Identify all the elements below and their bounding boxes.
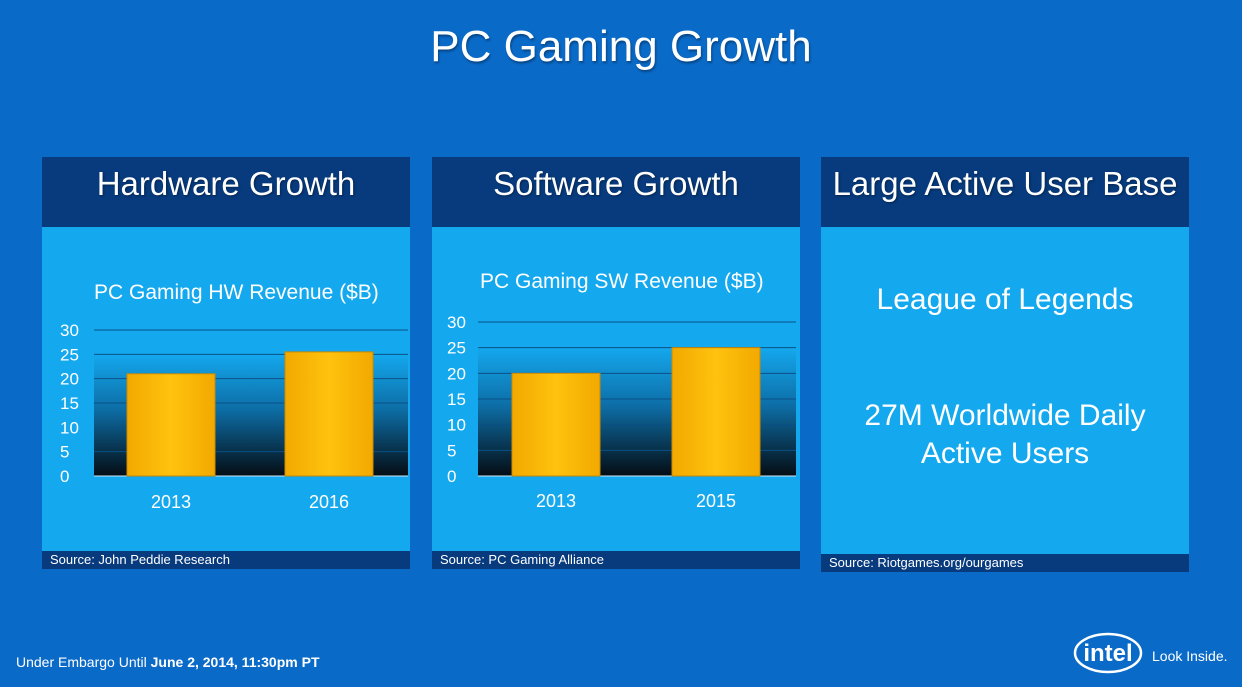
y-tick-label: 10	[447, 416, 466, 435]
y-tick-label: 30	[447, 313, 466, 332]
software-growth-panel: Software Growth 0 5 10 15 20 25 30 PC Gaming SW…	[432, 157, 800, 569]
software-revenue-chart: 0 5 10 15 20 25 30 PC Gaming SW Revenue ($B) 201…	[447, 270, 796, 511]
panel-header: Hardware Growth	[42, 157, 410, 227]
x-tick-label: 2013	[536, 491, 576, 511]
panel-source: Source: Riotgames.org/ourgames	[821, 554, 1189, 572]
y-tick-label: 25	[60, 345, 79, 364]
user-base-panel: Large Active User Base League of Legends…	[821, 157, 1189, 572]
hardware-growth-panel: Hardware Growth 0 5 10 15 20 25 30 PC Gaming HW…	[42, 157, 410, 569]
bar	[284, 351, 374, 477]
y-tick-label: 30	[60, 321, 79, 340]
y-tick-label: 15	[447, 390, 466, 409]
x-tick-label: 2016	[309, 492, 349, 512]
chart-title: PC Gaming SW Revenue ($B)	[480, 270, 764, 293]
intel-logo: intel Look Inside.	[1073, 632, 1228, 674]
embargo-date: June 2, 2014, 11:30pm PT	[150, 654, 320, 670]
panel-source: Source: John Peddie Research	[42, 551, 410, 569]
panel-source: Source: PC Gaming Alliance	[432, 551, 800, 569]
panel-header: Software Growth	[432, 157, 800, 227]
x-tick-label: 2013	[151, 492, 191, 512]
y-tick-label: 20	[60, 370, 79, 389]
hardware-revenue-chart: 0 5 10 15 20 25 30 PC Gaming HW Revenue ($B) 201…	[60, 281, 408, 512]
bar	[671, 347, 761, 477]
game-name: League of Legends	[876, 283, 1134, 316]
x-tick-label: 2015	[696, 491, 736, 511]
embargo-prefix: Under Embargo Until	[16, 654, 151, 670]
embargo-notice: Under Embargo Until June 2, 2014, 11:30p…	[16, 654, 320, 670]
panel-header: Large Active User Base	[821, 157, 1189, 227]
bar	[511, 372, 601, 477]
y-tick-label: 5	[447, 441, 456, 460]
page-title: PC Gaming Growth	[430, 22, 812, 71]
y-tick-label: 5	[60, 443, 69, 462]
user-count-line1: 27M Worldwide Daily	[864, 399, 1146, 432]
intel-logo-text: intel	[1083, 640, 1132, 667]
y-tick-label: 0	[60, 467, 69, 486]
y-tick-label: 15	[60, 394, 79, 413]
bar	[126, 373, 216, 477]
y-tick-label: 25	[447, 339, 466, 358]
user-count-line2: Active Users	[920, 437, 1090, 470]
tagline: Look Inside.	[1152, 648, 1228, 664]
y-tick-label: 0	[447, 467, 456, 486]
y-tick-label: 20	[447, 364, 466, 383]
chart-title: PC Gaming HW Revenue ($B)	[94, 281, 379, 304]
y-tick-label: 10	[60, 418, 79, 437]
